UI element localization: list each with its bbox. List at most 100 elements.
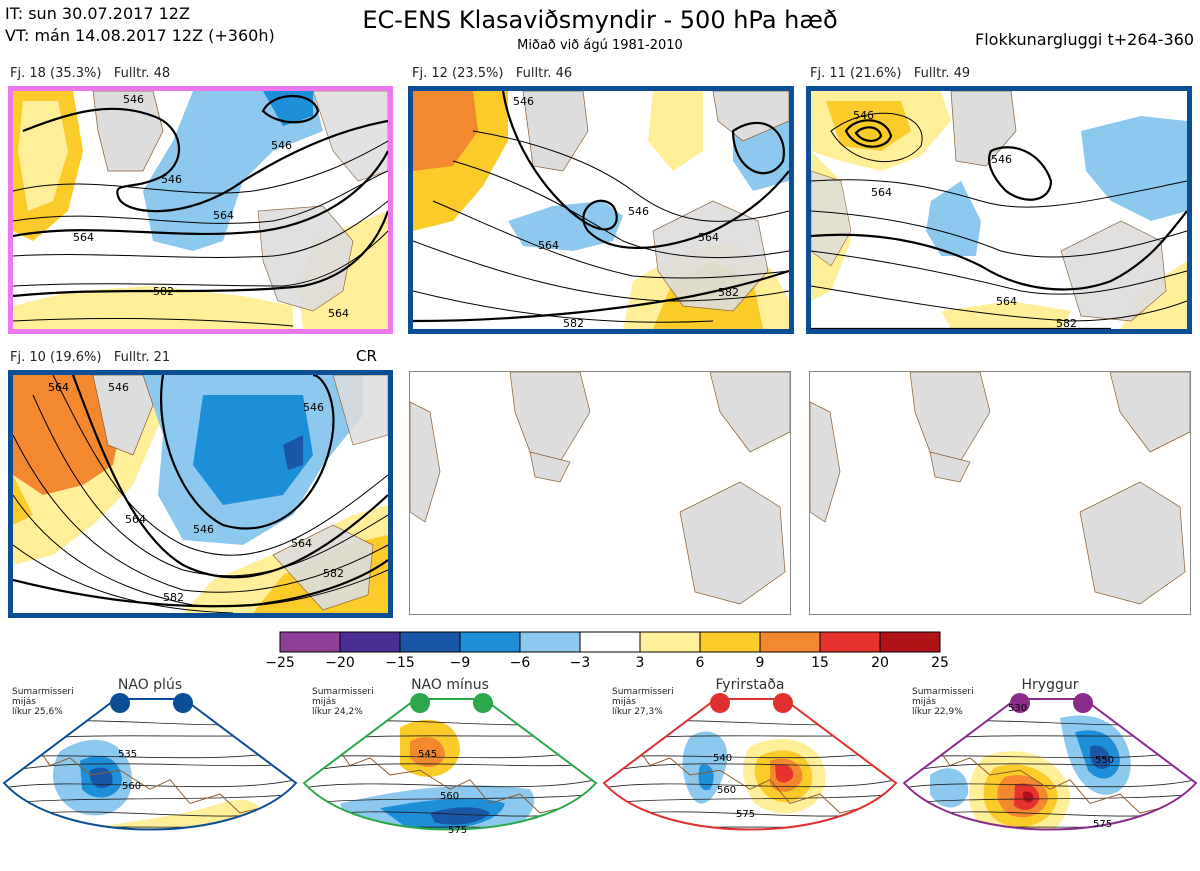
colorbar-cell: [579, 631, 641, 653]
regime-panel: 535 560 NAO plús Sumarmisseri mijás líkur 2…: [0, 675, 300, 871]
height-contour: [304, 763, 596, 774]
p1-contour-label-0: 546: [123, 93, 144, 106]
height-contour: [304, 793, 596, 804]
height-contour: [4, 778, 296, 789]
p2-contour-label-3: 564: [698, 231, 719, 244]
p2-contour-label-4: 582: [718, 286, 739, 299]
panel-4-tag: CR: [356, 347, 377, 365]
cluster-map-1: 546 546 546 564 564 582 564: [8, 86, 393, 334]
colorbar-tick-label: −9: [449, 655, 471, 671]
colorbar-tick-label: −6: [509, 655, 531, 671]
p4-contour-label-2: 546: [303, 401, 324, 414]
p2-contour-label-2: 564: [538, 239, 559, 252]
height-contour: [0, 840, 300, 850]
regime-dot: [1010, 693, 1030, 713]
valid-time: VT: mán 14.08.2017 12Z (+360h): [5, 26, 275, 45]
p1-contour-label-3: 564: [213, 209, 234, 222]
p1-contour-label-2: 546: [161, 173, 182, 186]
p1-contour-label-4: 564: [73, 231, 94, 244]
panel-2-label: Fj. 12 (23.5%) Fulltr. 46: [412, 66, 573, 81]
height-contour: [904, 717, 1196, 728]
height-contour: [604, 732, 896, 744]
p4-contour-label-7: 582: [163, 591, 184, 604]
p4-contour-label-0: 564: [48, 381, 69, 394]
regime-contour-label: 560: [122, 781, 141, 792]
colorbar-tick-label: 20: [871, 655, 889, 671]
anomaly-blob: [698, 764, 714, 791]
p2-contour-label-0: 546: [513, 95, 534, 108]
cluster-map-3: 546 546 564 564 582: [806, 86, 1192, 334]
colorbar-tick-label: −15: [385, 655, 415, 671]
height-contour: [604, 763, 896, 774]
colorbar-tick-label: 9: [755, 655, 765, 671]
colorbar-tick-label: −25: [265, 655, 295, 671]
colorbar-cell: [399, 631, 461, 653]
regime-dot: [110, 693, 130, 713]
height-contour: [4, 717, 296, 728]
regime-note: Sumarmisseri mijás líkur 24,2%: [312, 687, 374, 717]
regime-contour-label: 545: [418, 749, 437, 760]
page-title: EC-ENS Klasaviðsmyndir - 500 hPa hæð: [362, 6, 838, 34]
coastline: [319, 750, 581, 823]
coastline: [619, 750, 881, 823]
regime-contour-label: 575: [736, 809, 755, 820]
p1-contour-label-1: 546: [271, 139, 292, 152]
regime-note: Sumarmisseri mijás líkur 22,9%: [912, 687, 974, 717]
regime-border: [602, 698, 898, 831]
anomaly-blob: [930, 768, 969, 808]
regime-contour-label: 560: [717, 785, 736, 796]
empty-map-5: [409, 371, 791, 615]
colorbar-tick-label: 6: [695, 655, 705, 671]
regime-title: NAO plús: [117, 677, 183, 693]
anomaly-blob: [1010, 844, 1040, 854]
regime-panel: 545 560 575 NAO mínus Sumarmisseri mijás lík…: [300, 675, 600, 871]
height-contour: [4, 763, 296, 774]
colorbar-cell: [339, 631, 401, 653]
empty-map-6: [809, 371, 1191, 615]
coastline: [919, 750, 1181, 823]
regime-note: Sumarmisseri mijás líkur 25,6%: [12, 687, 74, 717]
regime-panel: 530 550 575 Hryggur Sumarmisseri mijás líkur…: [900, 675, 1200, 871]
regime-border: [2, 698, 298, 831]
p4-contour-label-5: 564: [291, 537, 312, 550]
colorbar-tick-label: −3: [569, 655, 591, 671]
cluster-map-4: 564 546 546 546 564 564 582 582: [8, 370, 393, 618]
regime-contour-label: 575: [1093, 819, 1112, 830]
regime-contour-label: 550: [1095, 755, 1114, 766]
header-times: IT: sun 30.07.2017 12Z VT: mán 14.08.201…: [5, 3, 275, 47]
colorbar-tick-label: 3: [635, 655, 645, 671]
height-contour: [604, 793, 896, 804]
p4-contour-label-4: 564: [125, 513, 146, 526]
colorbar-cell: [279, 631, 341, 653]
regime-title: NAO mínus: [411, 677, 489, 693]
regime-border: [302, 698, 598, 831]
regime-title: Hryggur: [1021, 677, 1079, 693]
regime-dot: [410, 693, 430, 713]
colorbar-cell: [879, 631, 941, 653]
p3-contour-label-0: 546: [853, 109, 874, 122]
height-contour: [904, 778, 1196, 789]
regime-note: Sumarmisseri mijás líkur 27,3%: [612, 687, 674, 717]
regime-contour-label: 540: [713, 753, 732, 764]
p4-contour-label-1: 546: [108, 381, 129, 394]
p3-contour-label-3: 564: [996, 295, 1017, 308]
panel-1-label: Fj. 18 (35.3%) Fulltr. 48: [10, 66, 171, 81]
regime-dot: [173, 693, 193, 713]
height-contour: [904, 732, 1196, 744]
height-contour: [604, 778, 896, 789]
colorbar-cell: [519, 631, 581, 653]
height-contour: [600, 840, 900, 850]
height-contour: [300, 840, 600, 850]
p2-contour-label-5: 582: [563, 317, 584, 329]
cluster-map-2: 546 546 564 564 582 582: [408, 86, 794, 334]
height-contour: [304, 717, 596, 728]
p4-contour-label-6: 582: [323, 567, 344, 580]
colorbar-cell: [459, 631, 521, 653]
p2-contour-label-1: 546: [628, 205, 649, 218]
anomaly-blob: [1022, 791, 1034, 803]
height-contour: [900, 840, 1200, 850]
colorbar-tick-label: 25: [931, 655, 949, 671]
p3-contour-label-2: 564: [871, 186, 892, 199]
colorbar-cell: [639, 631, 701, 653]
page-subtitle: Miðað við ágú 1981-2010: [517, 38, 683, 53]
